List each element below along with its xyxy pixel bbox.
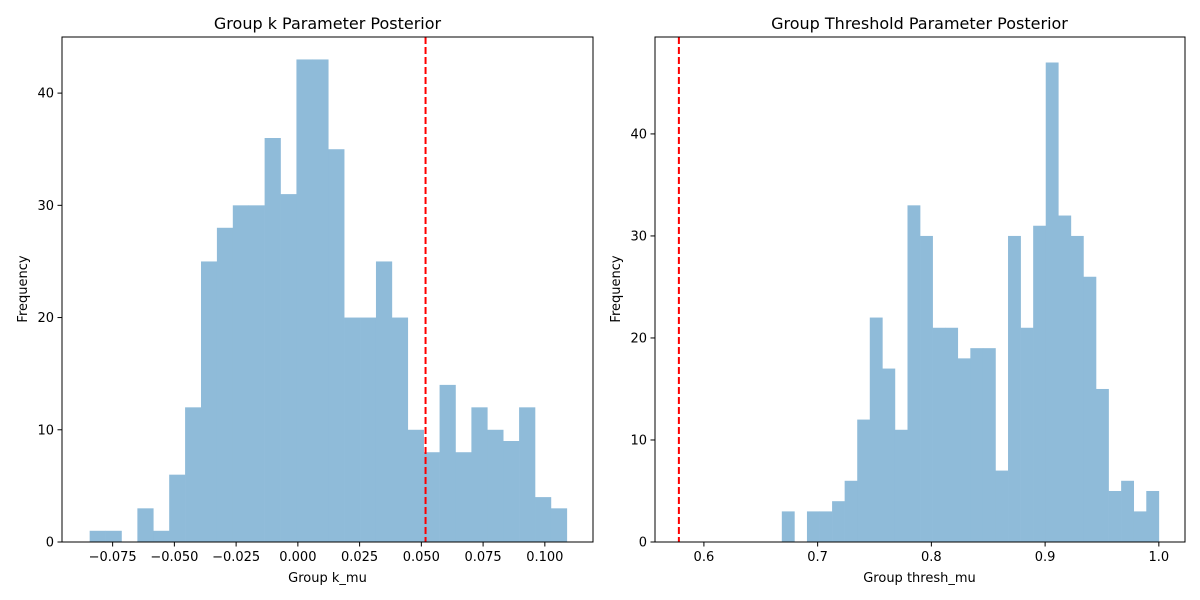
threshold-histogram-panel: Group Threshold Parameter Posterior Grou… [609, 14, 1186, 586]
histogram-bar [1045, 62, 1059, 542]
histogram-bar [216, 227, 234, 542]
x-tick-label: 0.050 [403, 550, 440, 565]
x-tick-label: 0.7 [807, 550, 828, 565]
histogram-bar [264, 138, 281, 542]
histogram-bar [550, 508, 568, 542]
y-axis-ticks: 0 10 20 30 40 [630, 127, 655, 551]
x-tick-label: 0.100 [526, 550, 563, 565]
histogram-bar [869, 317, 883, 542]
histogram-bar [375, 261, 393, 542]
histogram-bar [169, 474, 186, 542]
histogram-bar [519, 407, 536, 542]
histogram-bars [89, 59, 568, 543]
x-tick-label: 1.0 [1148, 550, 1169, 565]
histogram-bar [344, 317, 361, 542]
x-tick-label: 0.6 [694, 550, 715, 565]
x-axis-ticks: 0.6 0.7 0.8 0.9 1.0 [694, 542, 1169, 565]
y-tick-label: 40 [37, 87, 54, 102]
histogram-bar [407, 429, 424, 542]
x-tick-label: 0.8 [921, 550, 942, 565]
x-axis-label: Group k_mu [288, 571, 367, 586]
histogram-bar [1108, 490, 1122, 542]
histogram-bar [439, 384, 456, 542]
histogram-bar [1033, 225, 1047, 543]
histogram-bar [832, 501, 845, 542]
histogram-bar [1133, 511, 1147, 542]
y-tick-label: 30 [37, 199, 54, 214]
histogram-bar [503, 441, 520, 542]
histogram-bar [1096, 388, 1109, 542]
chart-title: Group Threshold Parameter Posterior [771, 14, 1068, 33]
histogram-bar [89, 530, 106, 542]
histogram-bar [1121, 480, 1135, 542]
x-tick-label: 0.075 [464, 550, 501, 565]
histogram-bar [1146, 490, 1160, 542]
x-tick-label: 0.9 [1035, 550, 1056, 565]
histogram-bar [806, 511, 820, 542]
k-histogram-panel: Group k Parameter Posterior Group k_mu F… [16, 14, 594, 586]
histogram-bar [957, 358, 971, 542]
histogram-bar [423, 452, 440, 542]
histogram-bar [1083, 276, 1097, 542]
histogram-bar [248, 205, 265, 543]
x-tick-label: −0.050 [150, 550, 198, 565]
x-tick-label: −0.075 [89, 550, 137, 565]
histogram-bar [296, 59, 313, 542]
histogram-bar [137, 508, 154, 542]
y-tick-label: 20 [37, 311, 54, 326]
histogram-bar [535, 497, 552, 542]
histogram-bar [819, 511, 833, 542]
y-axis-ticks: 0 10 20 30 40 [37, 87, 62, 551]
histogram-bar [1058, 215, 1072, 543]
x-tick-label: 0.000 [279, 550, 316, 565]
histogram-bar [995, 470, 1009, 542]
histogram-bar [894, 429, 908, 542]
histogram-bar [232, 205, 250, 543]
x-axis-label: Group thresh_mu [863, 571, 976, 586]
histogram-bar [328, 149, 345, 542]
chart-title: Group k Parameter Posterior [214, 14, 442, 33]
histogram-bar [360, 317, 377, 542]
histogram-bar [455, 452, 472, 542]
histogram-bar [1070, 235, 1084, 542]
histogram-bar [932, 327, 946, 542]
histogram-bar [280, 194, 297, 542]
histogram-bar [882, 368, 896, 542]
y-tick-label: 20 [630, 331, 647, 346]
histogram-bar [907, 205, 921, 543]
histogram-bar [781, 511, 795, 542]
y-tick-label: 30 [630, 229, 647, 244]
histogram-bar [920, 235, 933, 542]
histogram-bar [471, 407, 488, 542]
x-tick-label: −0.025 [212, 550, 260, 565]
histogram-bar [312, 59, 329, 542]
y-axis-label: Frequency [609, 255, 624, 322]
x-tick-label: 0.025 [341, 550, 378, 565]
histogram-bar [200, 261, 218, 542]
plot-frame [654, 36, 1186, 543]
histogram-bar [391, 317, 409, 542]
histogram-bar [857, 419, 871, 542]
histogram-bar [105, 530, 122, 542]
histogram-bar [185, 407, 202, 542]
histogram-bar [1008, 235, 1021, 542]
histogram-bar [982, 348, 996, 542]
x-axis-ticks: −0.075 −0.050 −0.025 0.000 0.025 0.050 0.075 0.… [89, 542, 563, 565]
y-tick-label: 0 [46, 536, 54, 551]
histogram-bar [1020, 327, 1034, 542]
histogram-bar [153, 530, 170, 542]
y-tick-label: 0 [639, 536, 647, 551]
histogram-bar [970, 348, 984, 542]
histogram-bar [945, 327, 959, 542]
histogram-bar [487, 429, 504, 542]
y-tick-label: 40 [630, 127, 647, 142]
plot-frame [61, 36, 594, 543]
y-axis-label: Frequency [16, 255, 31, 322]
histogram-bars [781, 62, 1160, 543]
y-tick-label: 10 [37, 423, 54, 438]
y-tick-label: 10 [630, 433, 647, 448]
histogram-bar [844, 480, 858, 542]
